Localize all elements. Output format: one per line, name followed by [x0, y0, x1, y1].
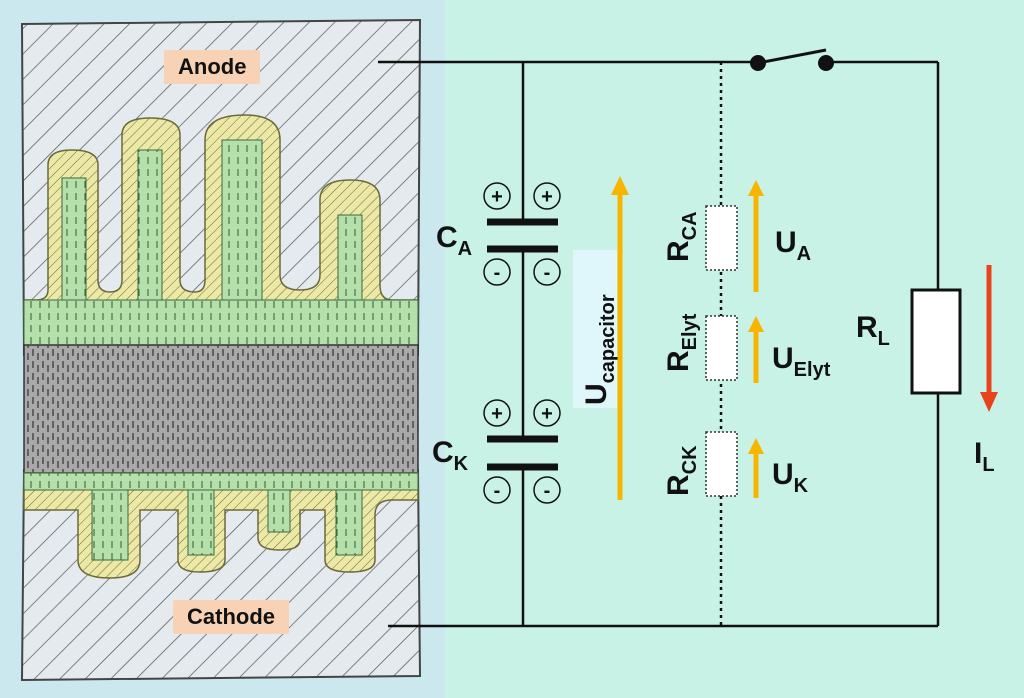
- ua-arrow-head: [748, 180, 764, 196]
- label-relyt: RElyt: [662, 313, 701, 372]
- anode-electrolyte: [23, 139, 419, 346]
- label-rl: RL: [856, 311, 890, 350]
- load-resistor: [910, 288, 962, 395]
- u-capacitor-arrow-head: [611, 176, 629, 195]
- minus-sign: -: [544, 480, 551, 502]
- cathode-label: Cathode: [173, 600, 289, 634]
- label-ca: CA: [436, 221, 472, 260]
- separator: [23, 344, 419, 474]
- capacitor-ck: [487, 435, 558, 471]
- plus-sign: +: [541, 403, 553, 425]
- label-uelyt: UElyt: [772, 342, 831, 381]
- anode-oxide-layer: [23, 114, 419, 316]
- cathode-electrolyte: [23, 472, 419, 561]
- label-rca: RCA: [662, 211, 701, 262]
- label-ua: UA: [775, 226, 811, 265]
- plus-sign: +: [541, 186, 553, 208]
- anode-label: Anode: [164, 50, 261, 84]
- uelyt-arrow-head: [748, 316, 764, 332]
- minus-sign: -: [494, 262, 501, 284]
- label-rck: RCK: [662, 445, 701, 496]
- current-arrow-head: [980, 392, 998, 412]
- label-il: IL: [974, 437, 995, 476]
- polarity-marks: [483, 182, 561, 504]
- label-uk: UK: [772, 458, 809, 497]
- circuit-wires: [378, 60, 940, 628]
- ucap-label-bg: [573, 250, 617, 408]
- plus-sign: +: [491, 186, 503, 208]
- minus-sign: -: [494, 480, 501, 502]
- label-ck: CK: [432, 436, 469, 475]
- capacitor-ca: [487, 218, 558, 253]
- uk-arrow-head: [748, 438, 764, 454]
- label-u-capacitor: Ucapacitor: [580, 294, 619, 405]
- resistors-dotted: [705, 205, 738, 497]
- switch: [750, 48, 834, 71]
- plus-sign: +: [491, 403, 503, 425]
- minus-sign: -: [544, 262, 551, 284]
